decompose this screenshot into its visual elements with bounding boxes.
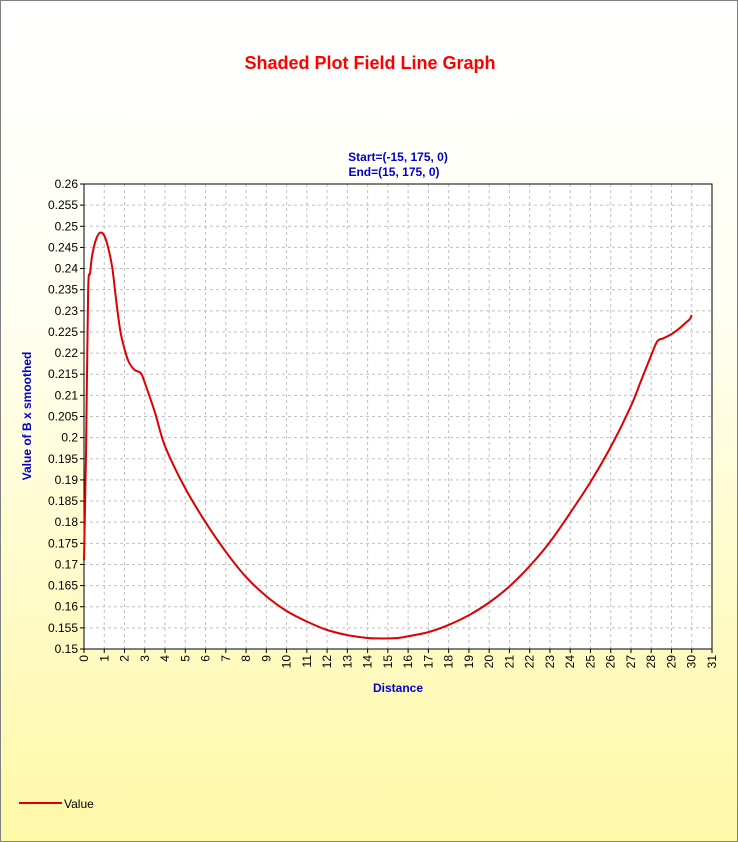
series-line-value — [83, 231, 693, 640]
x-tick-label: 27 — [624, 655, 638, 669]
y-tick-label: 0.195 — [48, 452, 78, 466]
y-tick-label: 0.19 — [55, 473, 79, 487]
x-tick-label: 17 — [421, 655, 435, 669]
y-tick-label: 0.185 — [48, 494, 78, 508]
y-tick-label: 0.235 — [48, 283, 78, 297]
x-tick-label: 18 — [442, 655, 456, 669]
series-group — [83, 231, 693, 640]
x-tick-label: 31 — [705, 655, 719, 669]
y-tick-label: 0.21 — [55, 388, 79, 402]
y-tick-label: 0.165 — [48, 579, 78, 593]
y-tick-label: 0.26 — [55, 177, 79, 191]
x-tick-label: 2 — [118, 655, 132, 662]
x-tick-label: 0 — [77, 655, 91, 662]
x-tick-label: 23 — [543, 655, 557, 669]
grid-lines — [83, 183, 713, 650]
y-axis-label: Value of B x smoothed — [20, 352, 34, 481]
x-axis: 0 1 2 3 4 5 6 7 8 9 10 11 12 13 14 15 16 17 18 19 20 21 22 23 24… — [77, 649, 719, 668]
y-tick-label: 0.205 — [48, 410, 78, 424]
y-tick-label: 0.18 — [55, 515, 79, 529]
y-tick-label: 0.255 — [48, 198, 78, 212]
chart-title: Shaded Plot Field Line Graph — [244, 53, 495, 73]
x-tick-label: 30 — [685, 655, 699, 669]
x-tick-label: 19 — [462, 655, 476, 669]
y-tick-label: 0.23 — [55, 304, 79, 318]
chart-subtitle-end: End=(15, 175, 0) — [348, 165, 439, 179]
y-tick-label: 0.25 — [55, 219, 79, 233]
x-tick-label: 28 — [644, 655, 658, 669]
x-tick-label: 14 — [361, 655, 375, 669]
x-tick-label: 20 — [482, 655, 496, 669]
y-axis: 0.15 0.155 0.16 0.165 0.17 0.175 0.18 0.185 0.19… — [48, 177, 84, 656]
x-tick-label: 1 — [97, 655, 111, 662]
x-tick-label: 12 — [320, 655, 334, 669]
x-tick-label: 22 — [523, 655, 537, 669]
x-tick-label: 21 — [502, 655, 516, 669]
y-tick-label: 0.215 — [48, 367, 78, 381]
y-tick-label: 0.245 — [48, 240, 78, 254]
y-tick-label: 0.225 — [48, 325, 78, 339]
legend-label-value: Value — [64, 797, 94, 811]
y-tick-label: 0.155 — [48, 621, 78, 635]
x-tick-label: 25 — [583, 655, 597, 669]
x-tick-label: 6 — [199, 655, 213, 662]
y-tick-label: 0.2 — [61, 431, 78, 445]
y-tick-label: 0.175 — [48, 536, 78, 550]
y-tick-label: 0.15 — [55, 642, 79, 656]
y-tick-label: 0.22 — [55, 346, 79, 360]
x-tick-label: 4 — [158, 655, 172, 662]
x-tick-label: 15 — [381, 655, 395, 669]
x-tick-label: 16 — [401, 655, 415, 669]
x-tick-label: 9 — [259, 655, 273, 662]
x-tick-label: 13 — [340, 655, 354, 669]
x-tick-label: 10 — [280, 655, 294, 669]
chart-subtitle-start: Start=(-15, 175, 0) — [348, 150, 448, 164]
x-tick-label: 11 — [300, 655, 314, 668]
x-tick-label: 5 — [178, 655, 192, 662]
x-tick-label: 29 — [664, 655, 678, 669]
x-axis-label: Distance — [373, 681, 423, 695]
x-tick-label: 26 — [604, 655, 618, 669]
x-tick-label: 7 — [219, 655, 233, 662]
x-tick-label: 24 — [563, 655, 577, 669]
legend: Value — [19, 797, 94, 811]
x-tick-label: 3 — [138, 655, 152, 662]
x-tick-label: 8 — [239, 655, 253, 662]
y-tick-label: 0.16 — [55, 600, 79, 614]
y-tick-label: 0.24 — [55, 262, 79, 276]
y-tick-label: 0.17 — [55, 557, 79, 571]
